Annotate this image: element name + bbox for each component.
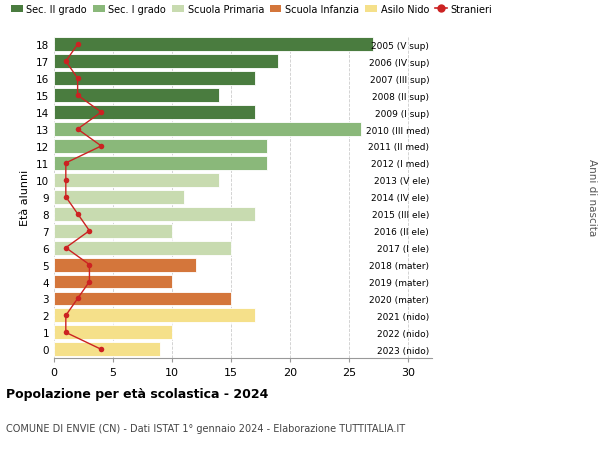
Bar: [54, 38, 373, 52]
Bar: [54, 72, 255, 86]
Bar: [54, 174, 220, 187]
Bar: [54, 140, 266, 154]
Bar: [54, 309, 255, 323]
Bar: [54, 258, 196, 272]
Bar: [54, 55, 278, 69]
Text: COMUNE DI ENVIE (CN) - Dati ISTAT 1° gennaio 2024 - Elaborazione TUTTITALIA.IT: COMUNE DI ENVIE (CN) - Dati ISTAT 1° gen…: [6, 424, 405, 433]
Bar: [54, 342, 160, 357]
Bar: [54, 157, 266, 170]
Bar: [54, 89, 220, 103]
Bar: [54, 190, 184, 204]
Bar: [54, 123, 361, 137]
Bar: [54, 326, 172, 340]
Bar: [54, 106, 255, 120]
Bar: [54, 292, 231, 306]
Text: Anni di nascita: Anni di nascita: [587, 159, 597, 236]
Bar: [54, 241, 231, 255]
Bar: [54, 207, 255, 221]
Y-axis label: Età alunni: Età alunni: [20, 169, 31, 225]
Bar: [54, 224, 172, 238]
Legend: Sec. II grado, Sec. I grado, Scuola Primaria, Scuola Infanzia, Asilo Nido, Stran: Sec. II grado, Sec. I grado, Scuola Prim…: [11, 5, 492, 15]
Bar: [54, 275, 172, 289]
Text: Popolazione per età scolastica - 2024: Popolazione per età scolastica - 2024: [6, 387, 268, 400]
